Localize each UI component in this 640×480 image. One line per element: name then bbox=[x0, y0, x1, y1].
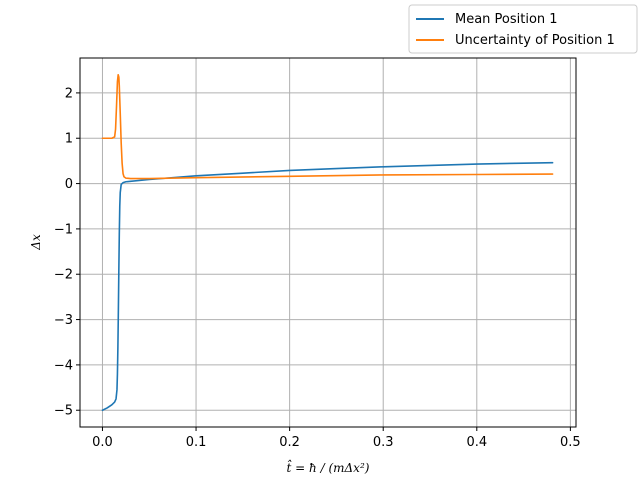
series-layer bbox=[101, 73, 554, 412]
legend-box bbox=[408, 4, 638, 54]
series-line-mean-position bbox=[101, 161, 554, 412]
x-tick-label: 0.0 bbox=[92, 435, 113, 450]
y-tick-label: −4 bbox=[54, 358, 73, 373]
x-tick-label: 0.4 bbox=[466, 435, 487, 450]
y-tick-label: −3 bbox=[54, 313, 73, 328]
y-tick-label: 2 bbox=[65, 86, 73, 101]
ticks: 0.0 0.1 0.2 0.3 0.4 0.5 −5 −4 −3 −2 −1 0 1 2 bbox=[54, 86, 581, 450]
legend-label-mean-position: Mean Position 1 bbox=[455, 12, 558, 27]
plot-frame bbox=[79, 57, 577, 428]
y-axis-label: Δx bbox=[29, 234, 43, 251]
legend-label-uncertainty: Uncertainty of Position 1 bbox=[455, 33, 615, 48]
x-tick-label: 0.5 bbox=[560, 435, 581, 450]
x-tick-label: 0.3 bbox=[373, 435, 394, 450]
y-tick-label: −1 bbox=[54, 222, 73, 237]
x-tick-label: 0.1 bbox=[186, 435, 207, 450]
y-tick-label: −2 bbox=[54, 268, 73, 283]
y-tick-label: 0 bbox=[65, 177, 73, 192]
y-tick-label: 1 bbox=[65, 132, 73, 147]
legend: Mean Position 1 Uncertainty of Position … bbox=[408, 4, 638, 54]
grid bbox=[80, 58, 576, 427]
series-line-uncertainty bbox=[101, 73, 554, 180]
x-tick-label: 0.2 bbox=[279, 435, 300, 450]
y-tick-label: −5 bbox=[54, 404, 73, 419]
x-axis-label: t̂ = ħ / (mΔx²) bbox=[287, 458, 370, 475]
